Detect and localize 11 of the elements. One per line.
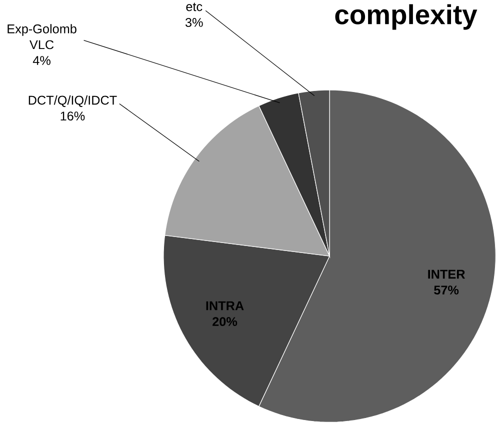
slice-label: DCT/Q/IQ/IDCT [28,96,117,108]
chart-title: complexity [335,4,478,30]
slice-label: Exp-Golomb VLC [8,24,76,50]
slice-label: etc [186,3,202,12]
data-label: 57% [434,286,459,295]
slice-label: INTER [428,270,466,279]
data-label: 3% [185,18,203,28]
data-label: 16% [60,112,85,121]
data-label: 20% [212,317,238,326]
slice-label: INTRA [206,302,244,310]
data-label: 4% [32,56,50,66]
